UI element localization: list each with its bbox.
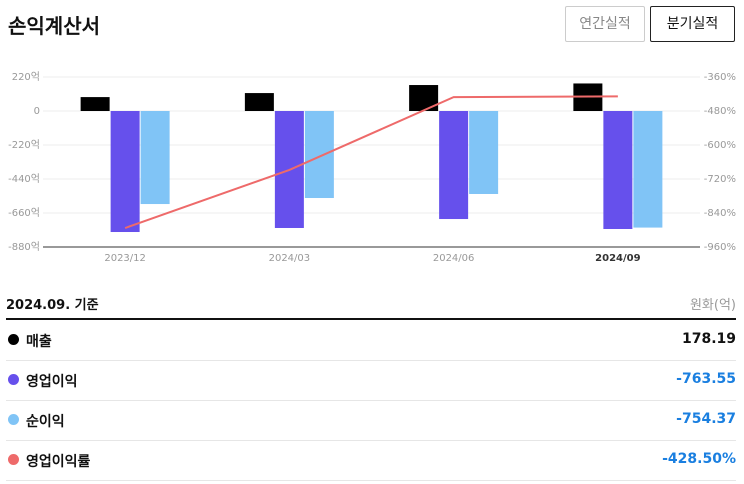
y2-tick-label: -480% xyxy=(704,106,736,117)
x-tick-label: 2023/12 xyxy=(104,253,146,264)
y2-tick-label: -840% xyxy=(704,208,736,219)
unit: 원화(억) xyxy=(689,298,736,313)
basis-date: 2024.09. 기준 xyxy=(6,298,99,313)
legend-label: 영업이익 xyxy=(26,374,78,390)
chart: 220억 0 -220억 -440억 -660억 -880억 -360% -480% -600%… xyxy=(8,71,736,264)
title: 손익계산서 xyxy=(8,14,100,38)
table-row: 매출 178.19 xyxy=(6,320,736,361)
y-tick-label: -880억 xyxy=(8,241,40,253)
y-tick-label: -440억 xyxy=(8,173,40,185)
table-value: 178.19 xyxy=(681,331,736,347)
legend-dot xyxy=(8,454,19,465)
legend-label: 영업이익률 xyxy=(26,454,91,470)
divider xyxy=(6,318,736,320)
bar xyxy=(439,111,469,220)
x-tick-label: 2024/09 xyxy=(595,253,640,264)
table-value: -763.55 xyxy=(676,371,736,387)
tab[interactable]: 분기실적 xyxy=(650,6,735,42)
y2-tick-label: -360% xyxy=(704,72,736,83)
legend-dot xyxy=(8,414,19,425)
y-tick-label: -660억 xyxy=(8,207,40,219)
y-tick-label: 0 xyxy=(34,106,40,117)
bar xyxy=(140,111,170,205)
y2-tick-label: -720% xyxy=(704,174,736,185)
x-tick-label: 2024/06 xyxy=(433,253,475,264)
bar xyxy=(304,111,334,199)
table-row: 순이익 -754.37 xyxy=(6,400,736,441)
line xyxy=(124,95,618,229)
table-value: -428.50% xyxy=(662,451,736,467)
bar xyxy=(110,111,140,233)
y2-tick-label: -960% xyxy=(704,242,736,253)
table-row: 영업이익률 -428.50% xyxy=(6,440,736,481)
table-row: 영업이익 -763.55 xyxy=(6,360,736,401)
tab[interactable]: 연간실적 xyxy=(565,6,645,42)
legend-dot xyxy=(8,334,19,345)
bar xyxy=(469,111,499,194)
bar xyxy=(603,111,633,230)
bar xyxy=(633,111,663,228)
y2-tick-label: -600% xyxy=(704,140,736,151)
legend-dot xyxy=(8,374,19,385)
bar xyxy=(80,97,110,111)
legend-label: 순이익 xyxy=(26,414,65,430)
x-tick-label: 2024/03 xyxy=(269,253,311,264)
table-value: -754.37 xyxy=(676,411,736,427)
bar xyxy=(409,85,439,111)
bar xyxy=(244,93,274,111)
y-tick-label: -220억 xyxy=(8,139,40,151)
legend-label: 매출 xyxy=(26,334,52,350)
y-tick-label: 220억 xyxy=(12,71,40,83)
